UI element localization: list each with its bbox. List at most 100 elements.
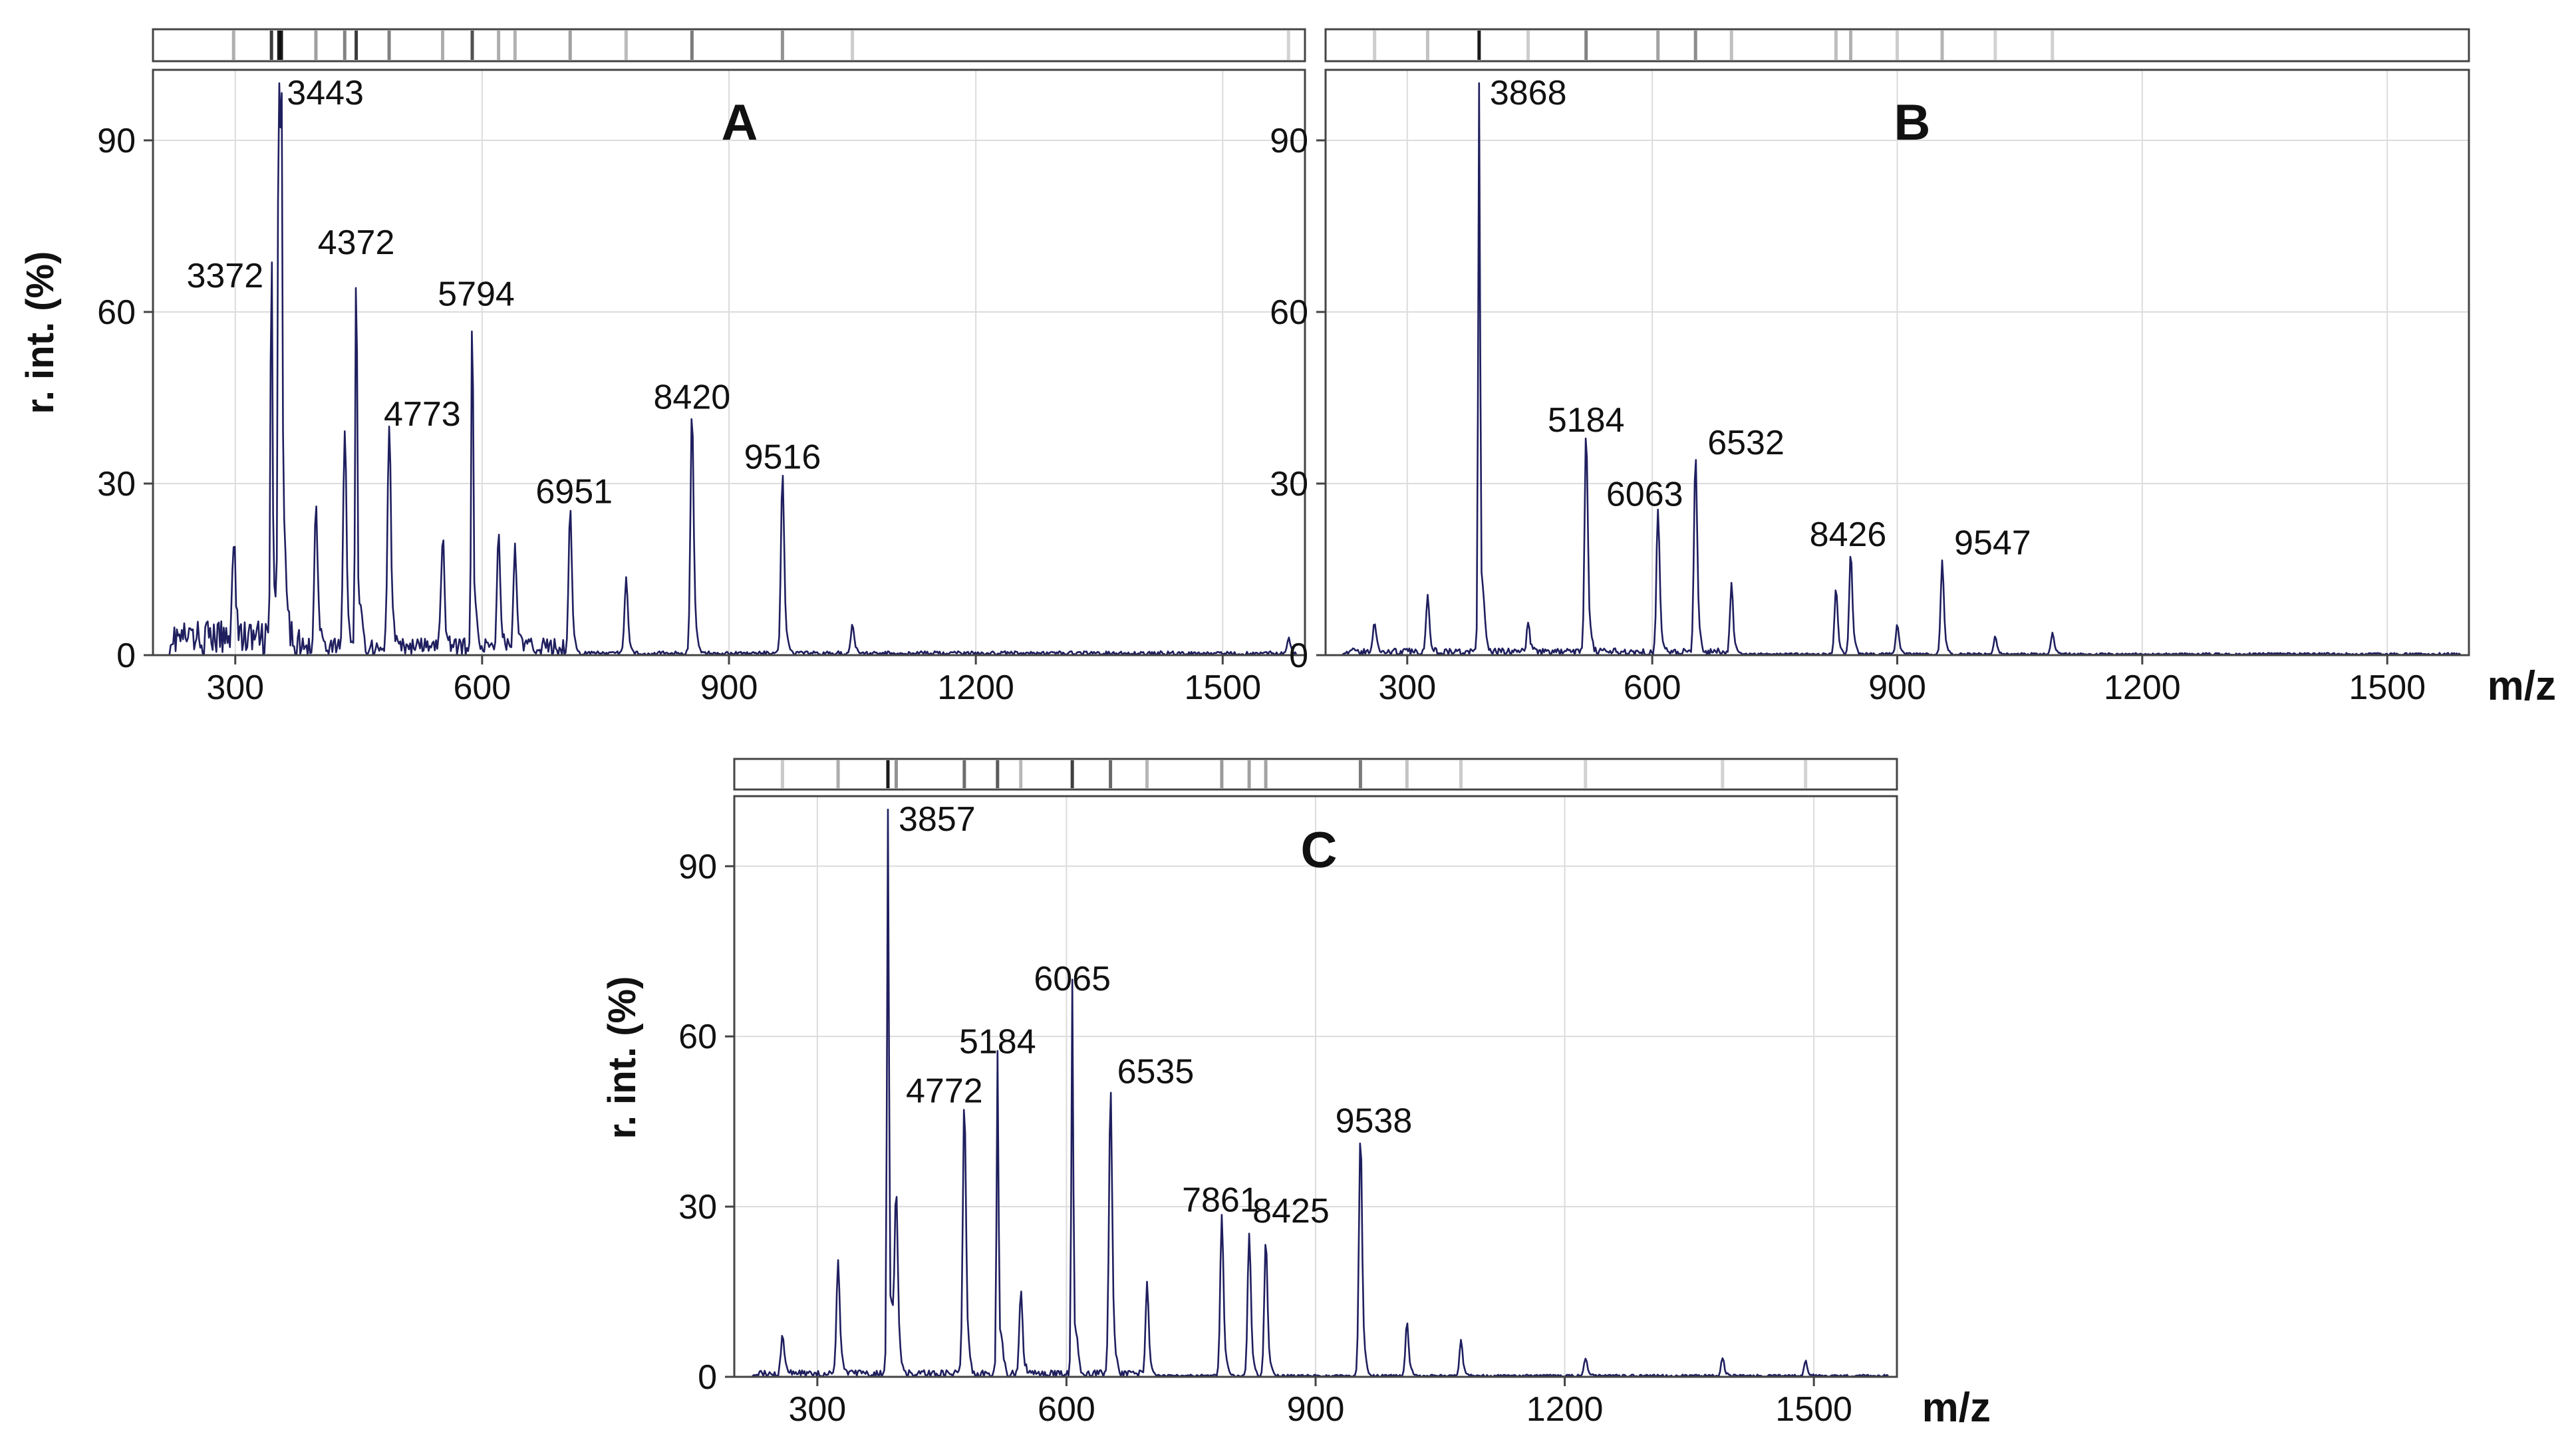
gel-band xyxy=(470,31,474,60)
gel-band xyxy=(1834,31,1838,60)
gel-band xyxy=(894,760,898,788)
x-tick-label: 900 xyxy=(1287,1390,1345,1429)
peak-label: 3443 xyxy=(287,74,364,112)
gel-strip xyxy=(1324,28,2470,63)
gel-band xyxy=(1584,760,1588,788)
y-tick-label: 0 xyxy=(116,637,136,675)
gel-band xyxy=(279,31,283,60)
spectrum-line xyxy=(1341,82,2461,656)
gel-strip-frame xyxy=(152,28,1306,63)
y-tick-label: 30 xyxy=(97,465,136,504)
gel-strip xyxy=(733,758,1898,791)
gel-strip xyxy=(152,28,1306,63)
x-axis-label: m/z xyxy=(1922,1385,1991,1431)
gel-band xyxy=(780,760,784,788)
peak-label: 3868 xyxy=(1490,74,1567,112)
gel-band xyxy=(513,31,517,60)
gel-strip-frame xyxy=(733,758,1898,791)
peak-label: 9538 xyxy=(1336,1101,1413,1140)
gel-band xyxy=(1264,760,1268,788)
peak-label: 7861 xyxy=(1182,1181,1259,1220)
peak-label: 4773 xyxy=(384,395,461,434)
y-tick-label: 0 xyxy=(1289,637,1308,675)
gel-band xyxy=(886,760,890,788)
x-tick-label: 600 xyxy=(1038,1390,1095,1429)
gel-band xyxy=(355,31,358,60)
x-tick-label: 1200 xyxy=(1526,1390,1604,1429)
x-tick-label: 1500 xyxy=(1184,668,1261,707)
gel-band xyxy=(1993,31,1997,60)
gel-band xyxy=(1109,760,1113,788)
peak-label: 4372 xyxy=(318,223,395,262)
peak-label: 5794 xyxy=(438,275,515,314)
y-tick-label: 30 xyxy=(678,1188,717,1227)
panel-B: 0 30 60 90 300 600 900 1200 1500 3868 5184 6063 6532… xyxy=(1270,28,2556,709)
gel-band xyxy=(1693,31,1697,60)
gel-band xyxy=(1373,31,1377,60)
gel-band xyxy=(962,760,966,788)
peak-label: 6535 xyxy=(1117,1053,1195,1091)
gel-band xyxy=(1721,760,1725,788)
y-tick-label: 60 xyxy=(678,1018,717,1056)
x-tick-label: 1500 xyxy=(2349,668,2426,707)
gel-band xyxy=(2051,31,2055,60)
peak-label: 6063 xyxy=(1606,476,1683,514)
peak-label: 6951 xyxy=(535,472,613,511)
gel-band xyxy=(1145,760,1149,788)
gel-band xyxy=(624,31,628,60)
peak-label: 9516 xyxy=(744,438,821,477)
gel-band xyxy=(277,31,281,60)
x-tick-label: 1500 xyxy=(1775,1390,1852,1429)
gel-band xyxy=(1849,31,1853,60)
gel-band xyxy=(690,31,694,60)
x-tick-label: 600 xyxy=(1624,668,1681,707)
gel-band xyxy=(1358,760,1362,788)
peak-label: 8425 xyxy=(1252,1192,1330,1231)
gel-band xyxy=(1804,760,1808,788)
gel-band xyxy=(440,31,444,60)
spectrum-line xyxy=(168,82,1298,656)
peak-label: 4772 xyxy=(906,1072,983,1111)
gel-band xyxy=(836,760,840,788)
gel-band xyxy=(1247,760,1251,788)
panel-title: B xyxy=(1894,94,1931,151)
y-axis-label: r. int. (%) xyxy=(19,251,62,414)
gel-band xyxy=(343,31,347,60)
gel-band xyxy=(1729,31,1733,60)
y-tick-label: 90 xyxy=(678,847,717,886)
gel-band xyxy=(780,31,784,60)
panel-title: C xyxy=(1301,822,1338,879)
gel-band xyxy=(1477,31,1481,60)
gel-band xyxy=(314,31,318,60)
gel-band xyxy=(1286,31,1290,60)
x-tick-label: 600 xyxy=(453,668,511,707)
gel-band xyxy=(1070,760,1074,788)
panel-C: 0 30 60 90 300 600 900 1200 1500 3857 4772 5184 6065… xyxy=(601,758,1991,1431)
x-axis-label: m/z xyxy=(2488,663,2556,709)
gel-band xyxy=(1425,31,1429,60)
peak-label: 9547 xyxy=(1954,524,2031,563)
gel-band xyxy=(231,31,235,60)
x-tick-label: 1200 xyxy=(937,668,1014,707)
peak-label: 5184 xyxy=(959,1022,1036,1061)
y-tick-label: 90 xyxy=(97,122,136,160)
gel-band xyxy=(497,31,501,60)
peak-label: 8420 xyxy=(653,378,730,416)
gel-strip-frame xyxy=(1324,28,2470,63)
peak-label: 5184 xyxy=(1548,401,1625,440)
x-tick-label: 300 xyxy=(206,668,264,707)
gel-band xyxy=(1526,31,1530,60)
peak-label: 3857 xyxy=(899,800,976,839)
gel-band xyxy=(1405,760,1409,788)
peak-label: 3372 xyxy=(186,257,263,295)
gel-band xyxy=(1896,31,1899,60)
gel-band xyxy=(1459,760,1463,788)
gel-band xyxy=(269,31,273,60)
y-tick-label: 60 xyxy=(1270,293,1308,332)
gel-band xyxy=(1656,31,1660,60)
gel-band xyxy=(1019,760,1023,788)
x-tick-label: 900 xyxy=(1868,668,1926,707)
y-tick-label: 0 xyxy=(698,1358,717,1397)
